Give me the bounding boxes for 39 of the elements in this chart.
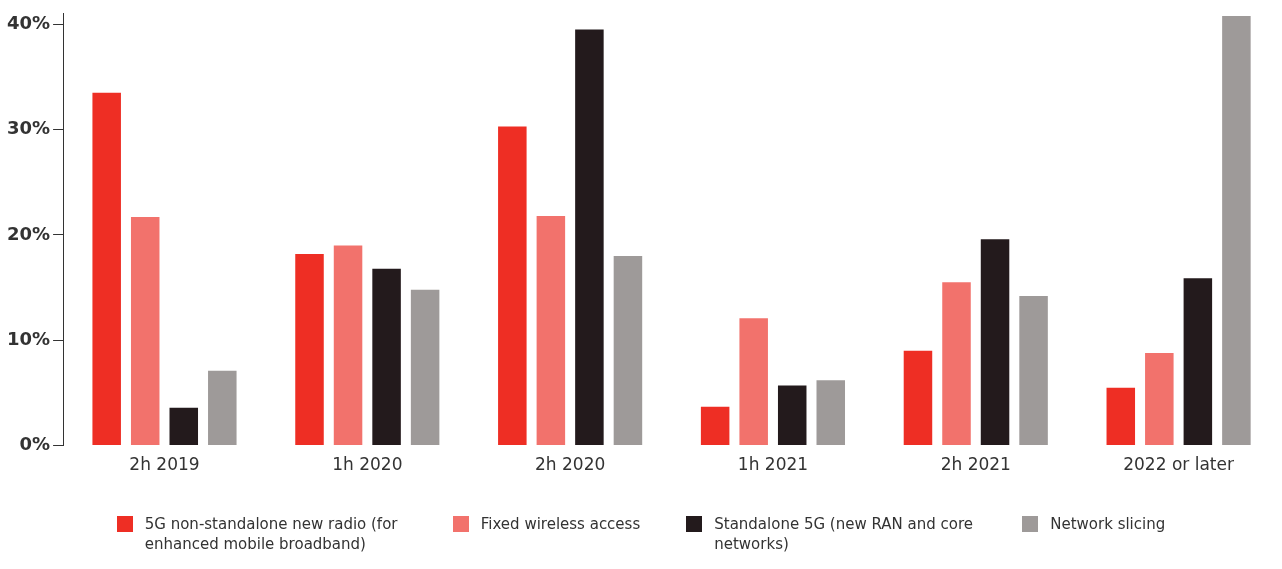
bar [1222,15,1251,446]
bar [208,370,237,446]
x-tick-label: 2h 2021 [940,454,1011,475]
x-tick-label: 1h 2020 [332,454,403,475]
bar [372,268,401,446]
y-tick-label: 10% [6,327,51,349]
bar [575,29,604,446]
bar [700,406,730,446]
bar [613,256,643,446]
bar [169,407,199,446]
bar [1019,296,1048,446]
y-tick-label: 30% [6,117,51,139]
x-tick-label: 2022 or later [1123,454,1234,475]
y-tick-label: 20% [6,222,51,244]
y-tick-label: 0% [19,433,51,455]
bar [777,385,807,446]
bar [410,289,440,446]
x-tick-label: 2h 2020 [535,454,606,475]
x-tick-label: 2h 2019 [129,454,200,475]
bar [816,380,846,446]
legend-label: Network slicing [1050,514,1166,534]
bar [903,350,933,446]
y-tick-label: 40% [6,12,51,33]
bar [92,92,121,446]
bar [536,216,566,446]
bar [1183,278,1213,446]
bar [739,318,768,446]
bar [942,282,971,446]
bar [980,239,1010,446]
bar [333,245,363,446]
legend-label: 5G non-standalone new radio (for enhanced mobile broadband) [144,514,399,554]
bar [1145,352,1174,446]
x-tick-label: 1h 2021 [737,454,809,475]
legend-label: Standalone 5G (new RAN and core networks) [714,514,974,554]
bar [498,126,527,446]
bar [130,217,160,446]
bar [1106,387,1136,446]
legend-label: Fixed wireless access [480,514,641,534]
bar [295,253,324,446]
